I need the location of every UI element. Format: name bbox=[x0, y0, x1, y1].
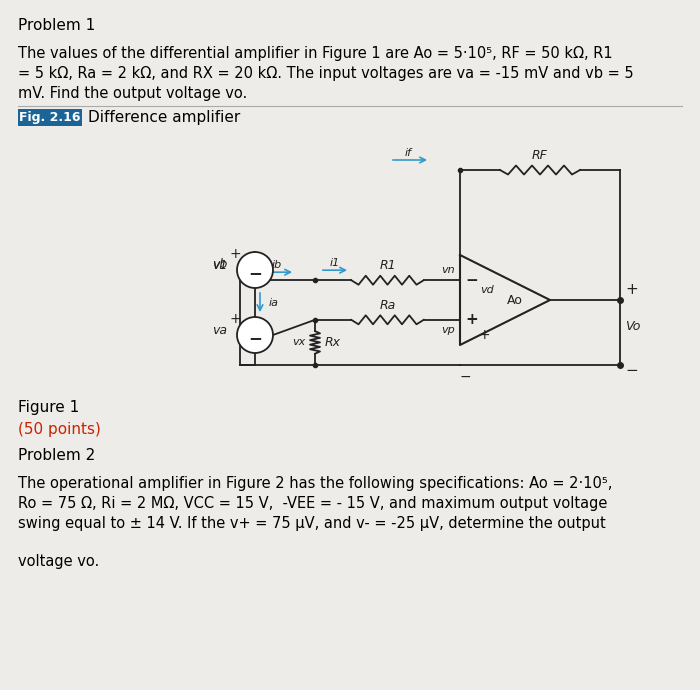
FancyBboxPatch shape bbox=[18, 109, 82, 126]
Text: RF: RF bbox=[532, 149, 548, 162]
Text: +: + bbox=[466, 313, 478, 327]
Text: The values of the differential amplifier in Figure 1 are Ao = 5·10⁵, RF = 50 kΩ,: The values of the differential amplifier… bbox=[18, 46, 612, 61]
Text: voltage vo.: voltage vo. bbox=[18, 554, 99, 569]
Text: = 5 kΩ, Ra = 2 kΩ, and RX = 20 kΩ. The input voltages are va = -15 mV and vb = 5: = 5 kΩ, Ra = 2 kΩ, and RX = 20 kΩ. The i… bbox=[18, 66, 634, 81]
Text: swing equal to ± 14 V. If the v+ = 75 μV, and v- = -25 μV, determine the output: swing equal to ± 14 V. If the v+ = 75 μV… bbox=[18, 516, 606, 531]
Text: ib: ib bbox=[272, 260, 282, 270]
Text: −: − bbox=[459, 370, 471, 384]
Text: −: − bbox=[248, 264, 262, 282]
Text: Rx: Rx bbox=[325, 336, 341, 349]
Text: R1: R1 bbox=[379, 259, 396, 272]
Text: −: − bbox=[625, 363, 638, 378]
Text: +: + bbox=[229, 312, 241, 326]
Text: Problem 2: Problem 2 bbox=[18, 448, 95, 463]
Text: vd: vd bbox=[480, 285, 494, 295]
Text: Ao: Ao bbox=[507, 293, 523, 306]
Text: −: − bbox=[466, 273, 478, 288]
Text: ia: ia bbox=[269, 297, 279, 308]
Text: mV. Find the output voltage vo.: mV. Find the output voltage vo. bbox=[18, 86, 247, 101]
Circle shape bbox=[237, 317, 273, 353]
Text: Problem 1: Problem 1 bbox=[18, 18, 95, 33]
Text: Fig. 2.16: Fig. 2.16 bbox=[20, 111, 80, 124]
Text: Difference amplifier: Difference amplifier bbox=[88, 110, 240, 125]
Text: if: if bbox=[405, 148, 412, 158]
Text: Ra: Ra bbox=[379, 299, 396, 312]
Text: v1: v1 bbox=[211, 259, 227, 272]
Text: va: va bbox=[212, 324, 227, 337]
Text: −: − bbox=[248, 329, 262, 347]
Text: vn: vn bbox=[442, 265, 455, 275]
Text: Vo: Vo bbox=[625, 320, 640, 333]
Text: vx: vx bbox=[292, 337, 305, 347]
Text: +: + bbox=[478, 328, 489, 342]
Text: vp: vp bbox=[441, 325, 455, 335]
Text: (50 points): (50 points) bbox=[18, 422, 101, 437]
Text: +: + bbox=[625, 282, 638, 297]
Text: Ro = 75 Ω, Ri = 2 MΩ, VCC = 15 V,  -VEE = - 15 V, and maximum output voltage: Ro = 75 Ω, Ri = 2 MΩ, VCC = 15 V, -VEE =… bbox=[18, 496, 608, 511]
Text: vb: vb bbox=[211, 259, 227, 271]
Text: +: + bbox=[229, 247, 241, 261]
Text: i1: i1 bbox=[330, 258, 340, 268]
Text: The operational amplifier in Figure 2 has the following specifications: Ao = 2·1: The operational amplifier in Figure 2 ha… bbox=[18, 476, 612, 491]
Text: Figure 1: Figure 1 bbox=[18, 400, 79, 415]
Circle shape bbox=[237, 252, 273, 288]
